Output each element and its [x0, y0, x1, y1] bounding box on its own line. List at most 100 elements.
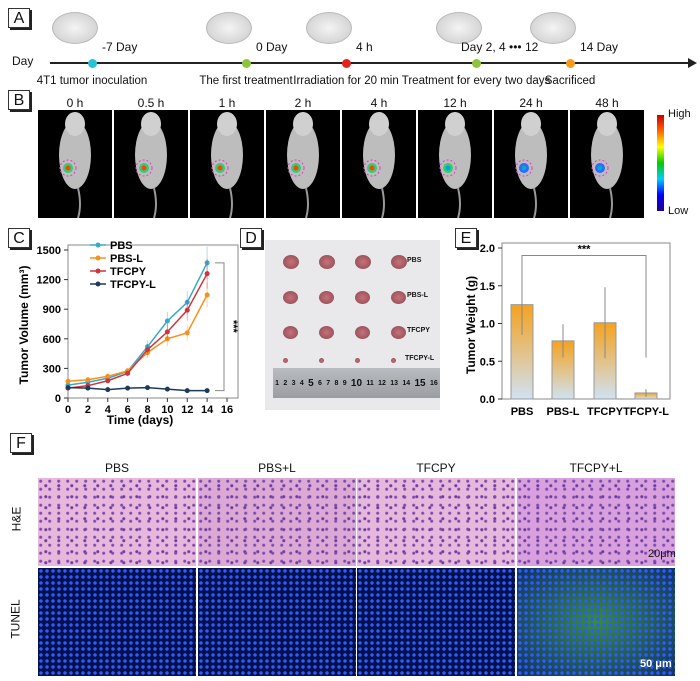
tunel-stain-image — [357, 568, 515, 676]
data-point — [204, 271, 210, 277]
he-stain-image — [517, 478, 675, 566]
tumor-sample — [283, 255, 299, 269]
he-stain-image — [198, 478, 356, 566]
fluorescence-image — [418, 110, 492, 219]
data-point — [125, 370, 131, 376]
ruler-number: 3 — [291, 379, 296, 387]
imaging-time: 0 h — [66, 96, 84, 110]
scale-bar-he: 20μm — [648, 548, 676, 560]
timeline-time: 14 Day — [580, 40, 619, 54]
timeline-dot — [242, 59, 251, 68]
data-point — [65, 378, 71, 384]
tumor-sample — [283, 325, 298, 339]
imaging-time: 1 h — [218, 96, 236, 110]
data-point — [105, 387, 111, 393]
data-point — [184, 307, 190, 313]
data-point — [105, 378, 111, 384]
y-tick-label: 600 — [43, 334, 61, 346]
y-axis-label: Tumor Weight (g) — [464, 276, 478, 374]
mouse-illustration — [306, 12, 352, 44]
panel-label-b: B — [8, 90, 30, 110]
panel-label-a: A — [8, 8, 30, 28]
timeline-time: 0 Day — [256, 40, 288, 54]
tumor-sample — [283, 290, 298, 304]
y-tick-label: 1200 — [37, 275, 61, 287]
panel-label-e: E — [455, 228, 477, 248]
category-label: TFCPY-L — [623, 406, 669, 418]
ruler-number: 1 — [275, 379, 280, 387]
fluorescence-image — [494, 110, 568, 219]
tumor-sample — [355, 325, 370, 339]
tumor-weight-chart: 0.0 0.5 1.0 1.5 2.0 Tumor Weight (g) PBS PBS-L T… — [464, 242, 671, 418]
y-tick-label: 1500 — [37, 245, 61, 257]
data-point — [184, 299, 190, 305]
panel-label-d: D — [240, 228, 262, 248]
data-point — [85, 377, 91, 383]
series-line — [67, 262, 208, 386]
timeline-desc: Treatment for every two days — [401, 75, 551, 87]
y-tick-label: 0 — [55, 393, 61, 405]
tumor-sample — [391, 290, 406, 304]
imaging-time: 2 h — [294, 96, 312, 110]
colorbar-low: Low — [668, 205, 689, 217]
x-tick-label: 2 — [85, 404, 91, 416]
legend-entry: TFCPY-L — [110, 279, 156, 291]
ruler-number: 15 — [414, 377, 426, 389]
y-tick-label: 900 — [43, 304, 61, 316]
y-tick-label: 0.5 — [480, 356, 495, 368]
ruler-number: 6 — [317, 379, 322, 387]
x-axis-label: Time (days) — [107, 413, 173, 427]
ruler: 1 2 3 4 5 6 7 8 9 10 11 12 13 14 15 16 — [273, 368, 440, 398]
timeline-desc: Sacrificed — [544, 75, 596, 87]
legend-entry: TFCPY — [110, 266, 147, 278]
y-axis-label: Tumor Volume (mm³) — [17, 266, 31, 385]
data-point — [65, 385, 71, 391]
x-tick-label: 16 — [221, 404, 233, 416]
x-tick-label: 10 — [161, 404, 173, 416]
panel-label-c: C — [8, 228, 30, 248]
mouse-illustration — [52, 12, 98, 44]
x-tick-label: 8 — [144, 404, 150, 416]
data-point — [184, 388, 190, 394]
column-label: TFCPY — [416, 461, 456, 475]
series-line — [67, 273, 208, 389]
tunel-stain-image — [517, 568, 675, 676]
significance-label: *** — [578, 244, 592, 256]
x-tick-label: 6 — [125, 404, 131, 416]
data-point — [204, 292, 210, 298]
significance-label: *** — [227, 320, 239, 334]
data-point — [164, 329, 170, 335]
imaging-time: 24 h — [519, 96, 543, 110]
ruler-number: 7 — [326, 379, 331, 387]
tumor-sample — [319, 255, 335, 269]
fluorescence-image — [114, 110, 188, 219]
colorbar — [657, 115, 664, 211]
timeline-dot — [88, 59, 97, 68]
x-tick-label: 4 — [105, 404, 112, 416]
y-tick-label: 300 — [43, 363, 61, 375]
sample-row-label: TFCPY — [407, 327, 430, 334]
fluorescence-image — [342, 110, 416, 219]
ruler-number: 10 — [350, 377, 363, 389]
colorbar-high: High — [668, 108, 691, 120]
category-label: PBS-L — [547, 406, 580, 418]
tumor-sample — [355, 255, 371, 269]
series-line — [67, 294, 208, 382]
ruler-number: 4 — [299, 379, 304, 387]
ruler-number: 9 — [342, 379, 347, 387]
mouse-illustration — [436, 12, 482, 44]
x-tick-label: 0 — [65, 404, 71, 416]
y-tick-label: 0.0 — [480, 394, 495, 406]
timeline-dot — [342, 59, 351, 68]
y-tick-label: 2.0 — [480, 243, 495, 255]
mouse-illustration — [206, 12, 252, 44]
tunel-stain-image — [198, 568, 356, 676]
sample-row-label: TFCPY-L — [405, 355, 435, 362]
timeline-desc: 4T1 tumor inoculation — [36, 75, 148, 87]
series-line — [67, 386, 208, 392]
fluorescence-image — [266, 110, 340, 219]
timeline-dot — [566, 59, 575, 68]
data-point — [164, 386, 170, 392]
ruler-number: 11 — [366, 379, 374, 387]
data-point — [145, 385, 150, 391]
